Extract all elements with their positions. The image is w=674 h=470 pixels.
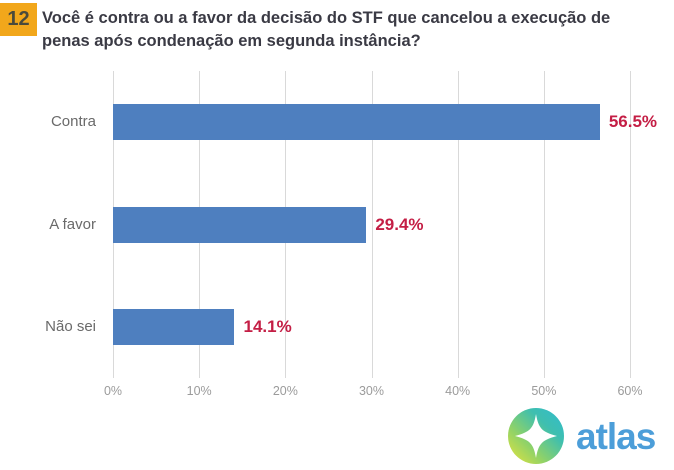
value-label: 29.4% [375, 214, 424, 234]
plot-area: 0% 10% 20% 30% 40% 50% 60% Contra 56.5% A favor 29… [45, 71, 657, 398]
question-number: 12 [7, 8, 30, 30]
x-axis-tick-label: 0% [103, 384, 123, 398]
bar-contra [113, 104, 600, 141]
x-axis-tick-label: 10% [186, 384, 212, 398]
bar-a-favor [113, 206, 367, 243]
x-axis-tick-label: 60% [617, 384, 643, 398]
x-axis-tick-label: 50% [531, 384, 557, 398]
gridline [543, 71, 545, 378]
gridline [371, 71, 373, 378]
category-label: A favor [49, 215, 96, 233]
category-label: Não sei [45, 317, 96, 335]
gridline [630, 71, 631, 378]
question-title: Você é contra ou a favor da decisão do S… [42, 7, 610, 53]
question-title-line2: penas após condenação em segunda instânc… [42, 32, 421, 50]
x-axis-tick-label: 20% [272, 384, 298, 398]
bar-não-sei [113, 308, 235, 345]
gridline [457, 71, 459, 378]
value-label: 14.1% [243, 316, 292, 336]
atlas-logo: atlas [508, 408, 674, 466]
x-axis-tick-label: 30% [358, 384, 385, 398]
question-number-badge: 12 [0, 3, 37, 36]
compass-star-icon [515, 414, 557, 458]
question-title-line1: Você é contra ou a favor da decisão do S… [42, 9, 611, 27]
x-axis-tick-label: 40% [445, 384, 471, 398]
atlas-logo-icon [508, 408, 564, 464]
category-label: Contra [50, 113, 96, 131]
value-label: 56.5% [608, 112, 658, 132]
atlas-logo-text: atlas [576, 416, 656, 457]
